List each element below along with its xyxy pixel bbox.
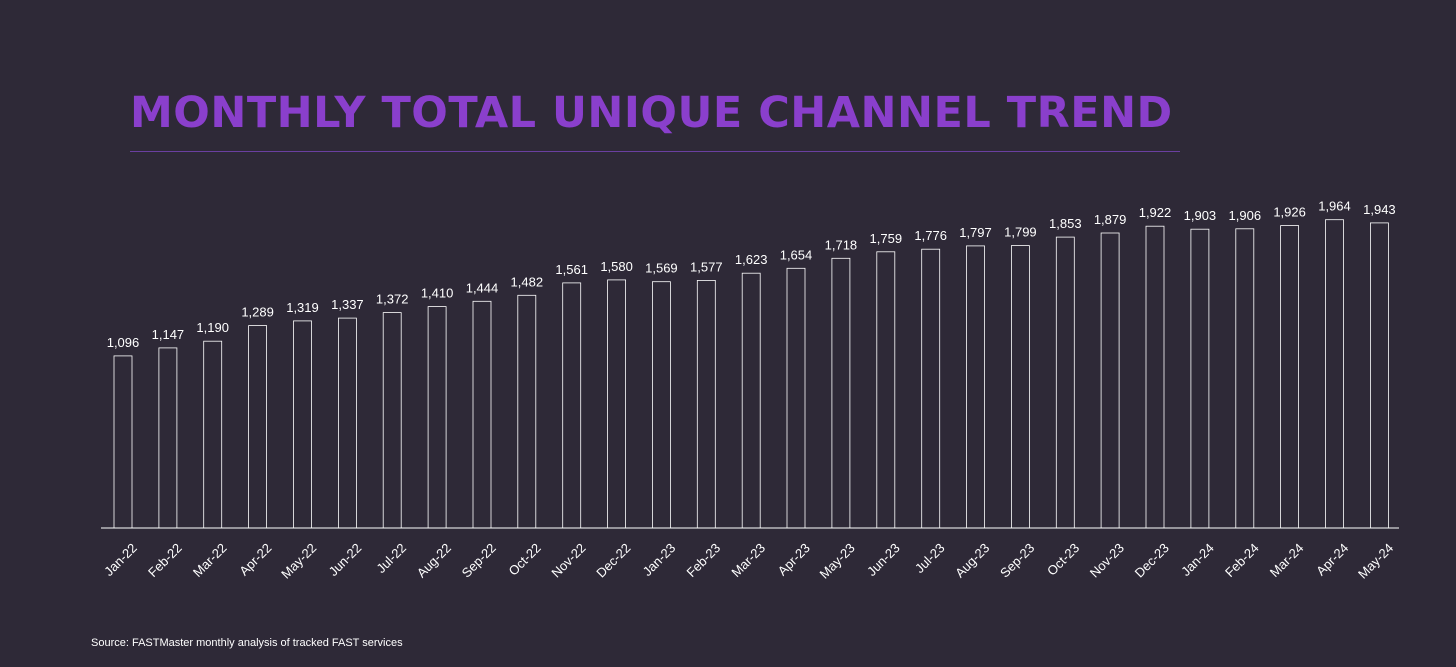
bar-aug-23	[966, 245, 985, 529]
data-label-nov-23: 1,879	[1094, 212, 1127, 227]
x-tick-label-feb-22: Feb-22	[145, 540, 185, 580]
data-label-apr-23: 1,654	[780, 247, 813, 262]
bar-nov-22	[562, 282, 582, 529]
bar-mar-23	[741, 272, 761, 529]
title-underline	[130, 151, 1180, 152]
bar-nov-23	[1100, 232, 1120, 529]
x-tick-label-feb-23: Feb-23	[683, 540, 723, 580]
x-tick-label-jan-24: Jan-24	[1178, 540, 1217, 579]
data-label-may-23: 1,718	[825, 237, 858, 252]
chart-title: MONTHLY TOTAL UNIQUE CHANNEL TREND	[130, 88, 1173, 138]
x-tick-label-may-24: May-24	[1355, 540, 1396, 581]
bar-dec-23	[1145, 225, 1165, 529]
bar-mar-22	[203, 340, 223, 529]
data-label-jul-22: 1,372	[376, 292, 409, 307]
data-label-nov-22: 1,561	[555, 262, 588, 277]
data-label-mar-22: 1,190	[196, 320, 229, 335]
bar-jan-23	[652, 281, 671, 529]
x-tick-label-sep-23: Sep-23	[997, 540, 1037, 580]
bar-feb-22	[158, 347, 178, 529]
data-label-aug-22: 1,410	[421, 286, 454, 301]
x-tick-label-apr-22: Apr-22	[236, 540, 274, 578]
x-tick-label-jan-23: Jan-23	[640, 540, 679, 579]
data-label-jan-23: 1,569	[645, 261, 678, 276]
data-label-jan-22: 1,096	[107, 335, 140, 350]
data-label-may-22: 1,319	[286, 300, 319, 315]
bar-apr-24	[1325, 219, 1344, 529]
bar-aug-22	[427, 306, 447, 529]
bar-sep-22	[472, 300, 492, 529]
x-tick-label-aug-23: Aug-23	[952, 540, 992, 580]
x-tick-label-mar-24: Mar-24	[1267, 540, 1307, 580]
bar-dec-22	[607, 279, 626, 529]
bar-may-22	[293, 320, 312, 529]
data-label-jun-22: 1,337	[331, 297, 364, 312]
data-label-oct-23: 1,853	[1049, 216, 1082, 231]
bar-mar-24	[1280, 225, 1299, 529]
x-tick-label-dec-23: Dec-23	[1132, 540, 1172, 580]
x-tick-label-apr-24: Apr-24	[1313, 540, 1351, 578]
data-label-oct-22: 1,482	[511, 274, 544, 289]
bar-jan-24	[1190, 228, 1210, 529]
x-tick-label-jun-23: Jun-23	[864, 540, 903, 579]
bar-feb-23	[696, 279, 716, 529]
x-tick-label-mar-23: Mar-23	[728, 540, 768, 580]
data-label-feb-23: 1,577	[690, 259, 723, 274]
bar-jan-22	[113, 355, 133, 529]
bar-may-23	[831, 257, 851, 529]
bar-apr-23	[786, 267, 806, 529]
x-tick-label-apr-23: Apr-23	[775, 540, 813, 578]
data-label-feb-22: 1,147	[152, 327, 185, 342]
x-tick-label-nov-22: Nov-22	[548, 540, 588, 580]
data-label-aug-23: 1,797	[959, 225, 992, 240]
data-label-dec-23: 1,922	[1139, 205, 1172, 220]
x-tick-label-dec-22: Dec-22	[593, 540, 633, 580]
data-label-sep-23: 1,799	[1004, 225, 1037, 240]
bar-jul-22	[382, 312, 402, 529]
x-tick-labels-group: Jan-22 Feb-22 Mar-22 Apr-22 May-22 Jun-22 Jul-…	[101, 540, 1396, 581]
x-tick-label-jun-22: Jun-22	[326, 540, 365, 579]
data-label-mar-23: 1,623	[735, 252, 768, 267]
data-label-may-24: 1,943	[1363, 202, 1396, 217]
x-tick-label-aug-22: Aug-22	[414, 540, 454, 580]
x-tick-label-feb-24: Feb-24	[1222, 540, 1262, 580]
data-label-dec-22: 1,580	[600, 259, 633, 274]
bar-apr-22	[248, 325, 268, 529]
data-label-apr-24: 1,964	[1318, 199, 1351, 214]
bar-oct-22	[517, 294, 537, 529]
x-tick-label-oct-22: Oct-22	[506, 540, 544, 578]
x-tick-label-mar-22: Mar-22	[190, 540, 230, 580]
x-tick-label-may-22: May-22	[278, 540, 319, 581]
data-label-sep-22: 1,444	[466, 280, 499, 295]
bar-may-24	[1370, 222, 1389, 529]
bar-jun-23	[876, 251, 896, 529]
bars-group	[113, 219, 1389, 529]
x-tick-label-jul-23: Jul-23	[912, 540, 948, 576]
bar-jul-23	[921, 248, 941, 529]
x-tick-label-oct-23: Oct-23	[1044, 540, 1082, 578]
x-tick-label-may-23: May-23	[817, 540, 858, 581]
bar-jun-22	[337, 317, 357, 529]
bar-sep-23	[1011, 245, 1030, 529]
bar-feb-24	[1235, 228, 1255, 529]
data-label-jun-23: 1,759	[870, 231, 903, 246]
source-note: Source: FASTMaster monthly analysis of t…	[91, 637, 403, 649]
x-tick-label-jan-22: Jan-22	[101, 540, 140, 579]
value-labels-group: 1,096 1,147 1,190 1,289 1,319 1,337 1,372 1,410…	[107, 199, 1396, 350]
data-label-jul-23: 1,776	[914, 228, 947, 243]
x-tick-label-jul-22: Jul-22	[373, 540, 409, 576]
data-label-jan-24: 1,903	[1184, 208, 1217, 223]
x-tick-label-nov-23: Nov-23	[1087, 540, 1127, 580]
data-label-apr-22: 1,289	[241, 305, 274, 320]
x-tick-label-sep-22: Sep-22	[459, 540, 499, 580]
bar-oct-23	[1055, 236, 1075, 529]
data-label-mar-24: 1,926	[1273, 205, 1306, 220]
data-label-feb-24: 1,906	[1229, 208, 1262, 223]
